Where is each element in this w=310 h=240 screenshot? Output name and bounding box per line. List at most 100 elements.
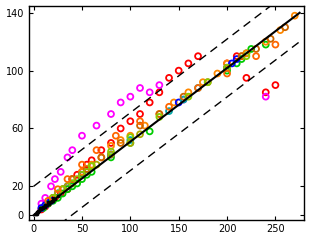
Point: [239, 57, 244, 61]
Point: [37, 209, 42, 213]
Point: [49, 199, 54, 203]
Point: [79, 177, 84, 181]
Point: [49, 184, 54, 188]
Point: [108, 112, 113, 116]
Point: [147, 129, 152, 133]
Point: [278, 28, 283, 32]
Point: [60, 187, 65, 191]
Point: [51, 196, 55, 200]
Point: [70, 184, 75, 188]
Point: [224, 66, 229, 70]
Point: [254, 54, 259, 58]
Point: [239, 54, 244, 58]
Point: [108, 153, 113, 156]
Point: [70, 177, 75, 181]
Point: [51, 196, 55, 200]
Point: [79, 170, 84, 174]
Point: [44, 203, 49, 207]
Point: [52, 177, 57, 181]
Point: [75, 177, 80, 181]
Point: [55, 187, 60, 191]
Point: [147, 90, 152, 94]
Point: [138, 86, 143, 90]
Point: [234, 54, 239, 58]
Point: [196, 86, 201, 90]
Point: [70, 148, 75, 152]
Point: [51, 196, 55, 200]
Point: [79, 173, 84, 177]
Point: [249, 47, 254, 51]
Point: [89, 163, 94, 167]
Point: [89, 170, 94, 174]
Point: [79, 173, 84, 177]
Point: [34, 212, 39, 216]
Point: [128, 141, 133, 145]
Point: [108, 156, 113, 159]
Point: [94, 148, 99, 152]
Point: [142, 124, 147, 127]
Point: [55, 195, 60, 198]
Point: [128, 119, 133, 123]
Point: [60, 187, 65, 191]
Point: [36, 209, 41, 213]
Point: [138, 112, 143, 116]
Point: [70, 181, 75, 185]
Point: [43, 196, 48, 200]
Point: [41, 206, 46, 210]
Point: [94, 163, 99, 167]
Point: [55, 196, 60, 200]
Point: [58, 192, 63, 195]
Point: [263, 95, 268, 99]
Point: [51, 196, 55, 200]
Point: [186, 95, 191, 99]
Point: [52, 196, 57, 200]
Point: [205, 80, 210, 84]
Point: [176, 69, 181, 72]
Point: [65, 177, 70, 181]
Point: [234, 61, 239, 65]
Point: [138, 119, 143, 123]
Point: [38, 206, 43, 210]
Point: [181, 98, 186, 102]
Point: [94, 124, 99, 127]
Point: [99, 148, 104, 152]
Point: [65, 184, 70, 188]
Point: [224, 61, 229, 65]
Point: [108, 144, 113, 148]
Point: [46, 199, 51, 203]
Point: [224, 66, 229, 70]
Point: [70, 177, 75, 181]
Point: [268, 37, 273, 41]
Point: [229, 61, 234, 65]
Point: [224, 66, 229, 70]
Point: [65, 187, 70, 191]
Point: [33, 212, 38, 216]
Point: [181, 95, 186, 99]
Point: [254, 47, 259, 51]
Point: [46, 202, 51, 206]
Point: [39, 206, 44, 210]
Point: [215, 72, 220, 75]
Point: [55, 192, 60, 195]
Point: [244, 76, 249, 80]
Point: [118, 126, 123, 130]
Point: [244, 51, 249, 55]
Point: [200, 80, 205, 84]
Point: [186, 90, 191, 94]
Point: [32, 212, 37, 216]
Point: [224, 72, 229, 75]
Point: [84, 163, 89, 167]
Point: [108, 150, 113, 154]
Point: [128, 135, 133, 139]
Point: [224, 61, 229, 65]
Point: [128, 134, 133, 138]
Point: [283, 25, 288, 29]
Point: [186, 61, 191, 65]
Point: [89, 158, 94, 162]
Point: [65, 187, 70, 191]
Point: [263, 90, 268, 94]
Point: [45, 203, 50, 207]
Point: [113, 134, 118, 138]
Point: [99, 156, 104, 159]
Point: [138, 132, 143, 136]
